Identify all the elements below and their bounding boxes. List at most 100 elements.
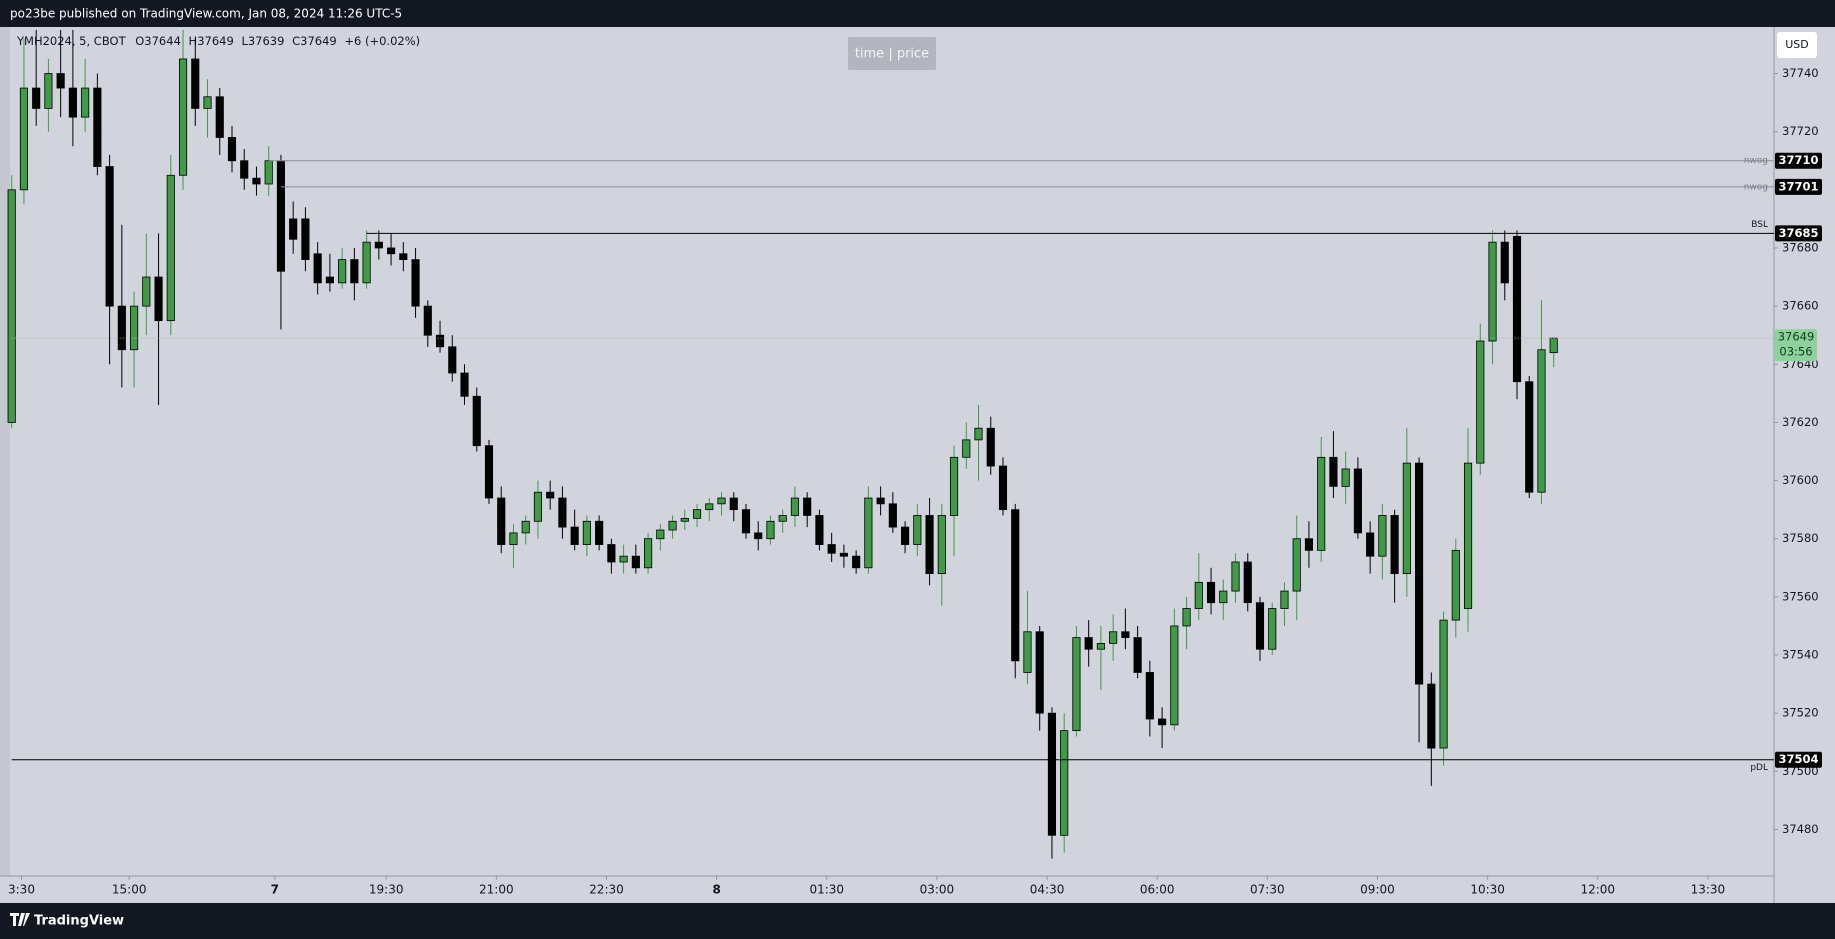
candle-body	[962, 439, 971, 458]
footer-logo	[10, 913, 30, 926]
top-bar	[0, 0, 1835, 27]
candle-body	[644, 538, 653, 569]
candle-body	[1427, 683, 1436, 749]
last-price-label: 37649	[1778, 330, 1815, 344]
candle-body	[974, 427, 983, 441]
y-tick-label: 37740	[1782, 66, 1819, 80]
candle-body	[497, 497, 506, 545]
candle-body	[399, 253, 408, 261]
candle-body	[717, 497, 726, 505]
legend: YMH2024, 5, CBOT O37644 H37649 L37639 C3…	[16, 34, 420, 48]
candle-body	[154, 276, 163, 322]
candle-body	[32, 87, 41, 109]
candle-body	[558, 497, 567, 528]
candle-body	[1011, 509, 1020, 662]
candle-body	[411, 259, 420, 307]
x-tick-label: 15:00	[112, 883, 147, 897]
candle-body	[142, 276, 151, 307]
candle-body	[1476, 340, 1485, 464]
left-edge	[0, 27, 10, 876]
x-tick-label: 7	[271, 883, 279, 897]
legend-low: L37639	[241, 34, 284, 48]
candle-body	[864, 497, 873, 569]
plot-area: 3748037500375203754037560375803760037620…	[7, 29, 1822, 897]
candle-body	[876, 497, 885, 505]
candle-body	[1512, 235, 1522, 383]
candle-body	[1047, 712, 1057, 836]
y-tick-label: 37520	[1782, 706, 1819, 720]
currency-label[interactable]: USD	[1785, 38, 1809, 51]
x-tick-label: 22:30	[589, 883, 624, 897]
candle-body	[656, 529, 665, 540]
level-name: BSL	[1751, 220, 1768, 230]
y-tick-label: 37560	[1782, 589, 1819, 603]
x-tick-label: 10:30	[1470, 883, 1505, 897]
candle-body	[1145, 672, 1154, 720]
candle-body	[1317, 456, 1326, 551]
candle-body	[925, 515, 934, 575]
candle-body	[741, 509, 751, 534]
candle-body	[374, 241, 383, 249]
candle-body	[215, 96, 224, 138]
candle-body	[1133, 637, 1142, 673]
x-tick-label: 3:30	[8, 883, 35, 897]
candle-body	[766, 520, 775, 540]
candle-body	[705, 503, 714, 511]
level-name: nwog	[1744, 156, 1768, 166]
candle-body	[1415, 462, 1424, 685]
x-tick-label: 21:00	[479, 883, 514, 897]
candle-body	[1537, 349, 1546, 493]
level-name: pDL	[1750, 763, 1768, 773]
plot-background	[0, 27, 1835, 903]
candle-body	[227, 137, 237, 162]
candle-body	[350, 259, 359, 284]
crosshair-box	[848, 37, 936, 70]
x-tick-label: 09:00	[1360, 883, 1395, 897]
candle-body	[276, 160, 286, 272]
candle-body	[81, 87, 90, 118]
crosshair-label: time | price	[855, 47, 929, 62]
candle-body	[1280, 590, 1289, 609]
y-tick-label: 37680	[1782, 240, 1819, 254]
candle-body	[1378, 515, 1387, 557]
candle-body	[986, 427, 995, 467]
candle-body	[521, 520, 530, 534]
candle-body	[301, 218, 310, 261]
candle-body	[680, 517, 689, 522]
candle-body	[1463, 462, 1473, 609]
footer-brand: TradingView	[34, 914, 124, 929]
currency-button[interactable]	[1777, 32, 1817, 58]
candle-body	[203, 96, 212, 109]
level-price-box	[1775, 178, 1822, 195]
candle-body	[839, 552, 848, 557]
legend-change: +6 (+0.02%)	[344, 34, 420, 48]
candle-body	[1231, 561, 1240, 592]
candle-body	[570, 526, 579, 545]
candle-body	[1366, 532, 1375, 557]
candle-body	[1402, 462, 1411, 575]
y-tick-label: 37580	[1782, 531, 1819, 545]
legend-open: O37644	[135, 34, 181, 48]
candle-body	[240, 160, 249, 179]
countdown-label: 03:56	[1779, 345, 1812, 359]
level-price-label: 37504	[1778, 752, 1818, 766]
candle-body	[901, 526, 910, 545]
candle-body	[252, 177, 261, 185]
candle-body	[1292, 538, 1301, 592]
candle-body	[949, 456, 959, 516]
level-price-box	[1775, 152, 1822, 169]
candle-body	[1023, 631, 1032, 673]
y-tick-label: 37660	[1782, 299, 1819, 313]
candle-body	[289, 218, 298, 240]
level-price-label: 37710	[1778, 153, 1818, 167]
candle-body	[105, 166, 114, 307]
candle-body	[1194, 581, 1203, 609]
level-price-label: 37701	[1778, 179, 1818, 193]
candle-body	[1182, 608, 1191, 627]
candle-body	[1329, 456, 1338, 487]
candle-body	[1206, 581, 1216, 604]
candle-body	[1121, 631, 1130, 638]
candle-body	[729, 497, 738, 511]
candle-body	[1035, 631, 1044, 714]
x-tick-label: 01:30	[809, 883, 844, 897]
